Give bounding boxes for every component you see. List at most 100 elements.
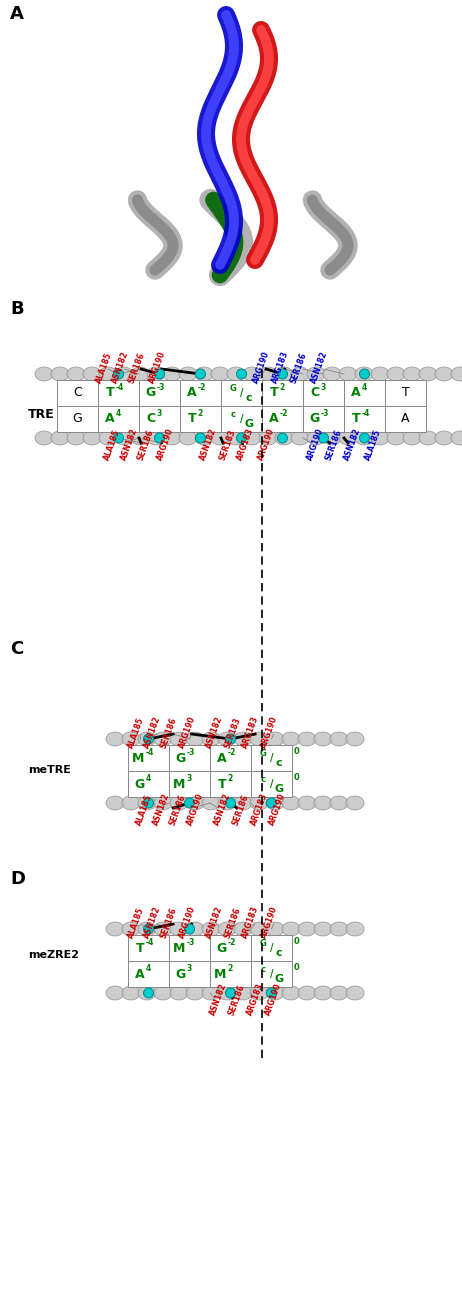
Bar <box>344 406 385 432</box>
Ellipse shape <box>387 366 405 381</box>
Bar <box>180 379 221 406</box>
Ellipse shape <box>195 369 206 379</box>
Ellipse shape <box>330 922 348 936</box>
Text: ARG190: ARG190 <box>305 428 325 462</box>
Ellipse shape <box>35 432 53 445</box>
Ellipse shape <box>179 366 197 381</box>
Ellipse shape <box>227 432 245 445</box>
Ellipse shape <box>225 734 236 745</box>
Bar <box>251 935 292 961</box>
Ellipse shape <box>275 366 293 381</box>
Text: D: D <box>10 870 25 888</box>
Text: ALA185: ALA185 <box>126 716 146 750</box>
Ellipse shape <box>218 922 236 936</box>
Text: ALA185: ALA185 <box>126 906 146 939</box>
Text: B: B <box>10 300 24 318</box>
Text: ASN182: ASN182 <box>309 349 329 385</box>
Text: ARG183: ARG183 <box>241 715 261 750</box>
Text: 0: 0 <box>294 962 300 971</box>
Text: 4: 4 <box>146 964 151 973</box>
Text: meZRE2: meZRE2 <box>28 951 79 960</box>
Ellipse shape <box>195 433 206 443</box>
Bar <box>57 406 98 432</box>
Ellipse shape <box>237 433 247 443</box>
Text: SER186: SER186 <box>231 793 251 827</box>
Bar <box>139 406 180 432</box>
Ellipse shape <box>154 795 172 810</box>
Ellipse shape <box>163 366 181 381</box>
Text: ARG190: ARG190 <box>256 428 276 462</box>
Text: G: G <box>230 383 237 393</box>
Ellipse shape <box>355 366 373 381</box>
Text: 2: 2 <box>228 964 233 973</box>
Ellipse shape <box>138 732 156 746</box>
Ellipse shape <box>346 922 364 936</box>
Text: M: M <box>173 777 185 790</box>
Ellipse shape <box>138 922 156 936</box>
Bar <box>210 771 251 797</box>
Text: SER186: SER186 <box>223 906 242 939</box>
Text: ALA185: ALA185 <box>135 793 154 827</box>
Text: 4: 4 <box>116 408 121 417</box>
Text: A: A <box>217 751 226 764</box>
Text: SER186: SER186 <box>227 983 247 1016</box>
Text: T: T <box>218 777 226 790</box>
Ellipse shape <box>282 795 300 810</box>
Ellipse shape <box>314 732 332 746</box>
Bar <box>98 379 139 406</box>
Ellipse shape <box>67 366 85 381</box>
Text: -3: -3 <box>187 938 195 947</box>
Ellipse shape <box>186 732 204 746</box>
Text: SER186: SER186 <box>159 716 179 750</box>
Ellipse shape <box>154 732 172 746</box>
Text: A: A <box>401 412 410 425</box>
Text: ALA185: ALA185 <box>363 428 383 462</box>
Ellipse shape <box>106 732 124 746</box>
Ellipse shape <box>346 795 364 810</box>
Text: -4: -4 <box>362 408 370 417</box>
Ellipse shape <box>266 986 284 1000</box>
Ellipse shape <box>259 432 277 445</box>
Ellipse shape <box>115 432 133 445</box>
Ellipse shape <box>83 432 101 445</box>
Text: ARG183: ARG183 <box>236 428 256 462</box>
Bar <box>98 406 139 432</box>
Text: G: G <box>260 939 267 948</box>
Ellipse shape <box>403 366 421 381</box>
Text: A: A <box>187 386 196 399</box>
Text: G: G <box>244 419 254 429</box>
Text: SER186: SER186 <box>135 428 155 462</box>
Text: A: A <box>105 412 115 425</box>
Ellipse shape <box>259 366 277 381</box>
Text: C: C <box>146 412 155 425</box>
Text: ASN182: ASN182 <box>204 905 224 940</box>
Bar <box>169 745 210 771</box>
Ellipse shape <box>451 366 462 381</box>
Text: ARG183: ARG183 <box>241 905 261 940</box>
Ellipse shape <box>144 925 153 934</box>
Bar <box>180 406 221 432</box>
Ellipse shape <box>355 432 373 445</box>
Text: T: T <box>188 412 196 425</box>
Ellipse shape <box>346 732 364 746</box>
Ellipse shape <box>282 922 300 936</box>
Text: /: / <box>270 778 273 789</box>
Ellipse shape <box>147 432 165 445</box>
Ellipse shape <box>359 369 370 379</box>
Ellipse shape <box>330 986 348 1000</box>
Text: ALA185: ALA185 <box>94 351 114 385</box>
Text: ARG190: ARG190 <box>259 715 280 750</box>
Ellipse shape <box>131 432 149 445</box>
Ellipse shape <box>202 922 220 936</box>
Text: SER186: SER186 <box>159 906 179 939</box>
Text: ALA185: ALA185 <box>103 428 122 462</box>
Ellipse shape <box>179 432 197 445</box>
Text: meTRE: meTRE <box>28 765 71 775</box>
Text: ASN182: ASN182 <box>119 428 139 462</box>
Ellipse shape <box>170 986 188 1000</box>
Text: SER186: SER186 <box>127 351 146 385</box>
Text: ARG190: ARG190 <box>268 792 288 827</box>
Text: ARG190: ARG190 <box>177 905 197 940</box>
Ellipse shape <box>144 988 153 998</box>
Ellipse shape <box>359 433 370 443</box>
